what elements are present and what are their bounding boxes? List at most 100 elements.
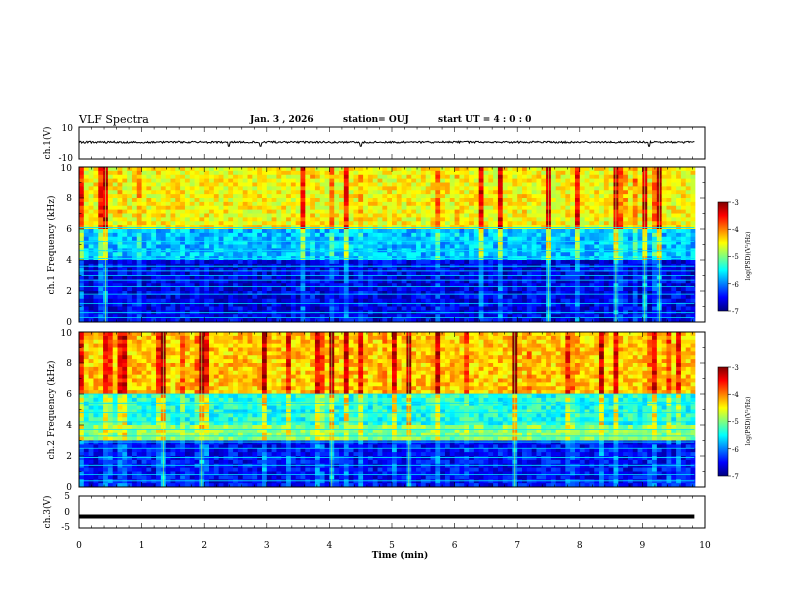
spectrogram-cell bbox=[160, 279, 167, 284]
spectrogram-cell bbox=[156, 198, 162, 203]
spectrogram-cell bbox=[599, 170, 605, 176]
spectrogram-cell bbox=[170, 279, 176, 284]
spectrogram-cell bbox=[127, 294, 133, 300]
spectrogram-cell bbox=[647, 167, 653, 172]
spectrogram-cell bbox=[213, 240, 220, 245]
spectrogram-cell bbox=[127, 314, 133, 319]
spectrogram-cell bbox=[647, 279, 653, 284]
spectrogram-cell bbox=[310, 174, 316, 180]
spectrogram-cell bbox=[223, 205, 229, 211]
spectrogram-cell bbox=[151, 213, 157, 218]
spectrogram-cell bbox=[550, 167, 557, 172]
spectrogram-cell bbox=[526, 182, 533, 187]
spectrogram-cell bbox=[444, 182, 451, 187]
spectrogram-cell bbox=[343, 271, 350, 276]
spectrogram-cell bbox=[175, 240, 181, 245]
spectrogram-cell bbox=[440, 236, 446, 242]
spectrogram-cell bbox=[343, 186, 350, 191]
spectrogram-cell bbox=[425, 267, 431, 273]
spectrogram-cell bbox=[319, 267, 325, 273]
spectrogram-cell bbox=[310, 252, 316, 257]
spectrogram-cell bbox=[261, 236, 268, 242]
spectrogram-cell bbox=[396, 167, 403, 172]
spectrogram-cell bbox=[324, 298, 330, 304]
spectrogram-cell bbox=[507, 244, 513, 249]
spectrogram-cell bbox=[526, 298, 533, 304]
spectrogram-cell bbox=[261, 298, 268, 304]
spectrogram-cell bbox=[310, 217, 316, 222]
spectrogram-cell bbox=[122, 217, 128, 222]
spectrogram-cell bbox=[522, 182, 528, 187]
spectrogram-cell bbox=[555, 271, 561, 276]
spectrogram-cell bbox=[420, 236, 427, 242]
spectrogram-cell bbox=[522, 194, 528, 199]
spectrogram-cell bbox=[517, 167, 523, 172]
spectrogram-cell bbox=[661, 198, 667, 203]
spectrogram-cell bbox=[449, 306, 455, 311]
spectrogram-cell bbox=[358, 252, 364, 257]
spectrogram-cell bbox=[194, 294, 200, 300]
spectrogram-cell bbox=[627, 244, 634, 249]
spectrogram-cell bbox=[213, 209, 220, 214]
spectrogram-cell bbox=[589, 209, 595, 214]
spectrogram-cell bbox=[444, 170, 451, 176]
spectrogram-cell bbox=[608, 232, 614, 238]
spectrogram-cell bbox=[141, 201, 147, 207]
spectrogram-cell bbox=[117, 298, 123, 304]
spectrogram-cell bbox=[218, 240, 224, 245]
spectrogram-cell bbox=[204, 182, 210, 187]
spectrogram-cell bbox=[218, 283, 224, 288]
spectrogram-cell bbox=[367, 283, 374, 288]
spectrogram-cell bbox=[83, 314, 90, 319]
spectrogram-cell bbox=[387, 260, 393, 265]
spectrogram-cell bbox=[406, 275, 412, 280]
spectrogram-cell bbox=[314, 244, 321, 249]
spectrogram-cell bbox=[647, 198, 653, 203]
spectrogram-cell bbox=[565, 174, 571, 180]
spectrogram-cell bbox=[435, 318, 441, 323]
spectrogram-cell bbox=[247, 198, 253, 203]
spectrogram-cell bbox=[531, 170, 537, 176]
spectrogram-cell bbox=[377, 190, 383, 195]
spectrogram-cell bbox=[469, 298, 475, 304]
spectrogram-cell bbox=[213, 287, 220, 292]
spectrogram-cell bbox=[189, 213, 195, 218]
spectrogram-cell bbox=[478, 267, 484, 273]
spectrogram-cell bbox=[310, 318, 316, 323]
spectrogram-cell bbox=[165, 167, 171, 172]
spectrogram-cell bbox=[247, 213, 253, 218]
spectrogram-cell bbox=[589, 194, 595, 199]
spectrogram-cell bbox=[531, 283, 537, 288]
spectrogram-cell bbox=[339, 182, 345, 187]
spectrogram-cell bbox=[151, 298, 157, 304]
spectrogram-cell bbox=[555, 244, 561, 249]
spectrogram-cell bbox=[146, 244, 152, 249]
spectrogram-cell bbox=[339, 170, 345, 176]
spectrogram-cell bbox=[507, 182, 513, 187]
spectrogram-cell bbox=[343, 236, 350, 242]
spectrogram-cell bbox=[233, 174, 239, 180]
spectrogram-cell bbox=[209, 306, 215, 311]
spectrogram-cell bbox=[526, 170, 533, 176]
spectrogram-cell bbox=[444, 314, 451, 319]
spectrogram-cell bbox=[363, 260, 369, 265]
spectrogram-cell bbox=[570, 244, 576, 249]
spectrogram-cell bbox=[98, 271, 104, 276]
spectrogram-cell bbox=[180, 182, 186, 187]
spectrogram-cell bbox=[570, 306, 576, 311]
spectrogram-cell bbox=[401, 279, 407, 284]
spectrogram-cell bbox=[420, 205, 427, 211]
spectrogram-cell bbox=[175, 306, 181, 311]
spectrogram-cell bbox=[180, 275, 186, 280]
spectrogram-cell bbox=[392, 260, 398, 265]
spectrogram-cell bbox=[531, 182, 537, 187]
spectrogram-cell bbox=[184, 314, 191, 319]
spectrogram-cell bbox=[117, 236, 123, 242]
spectrogram-cell bbox=[584, 287, 590, 292]
spectrogram-cell bbox=[310, 302, 316, 307]
spectrogram-cell bbox=[570, 291, 576, 296]
spectrogram-cell bbox=[661, 306, 667, 311]
spectrogram-cell bbox=[488, 167, 494, 172]
spectrogram-cell bbox=[627, 198, 634, 203]
spectrogram-cell bbox=[257, 198, 263, 203]
